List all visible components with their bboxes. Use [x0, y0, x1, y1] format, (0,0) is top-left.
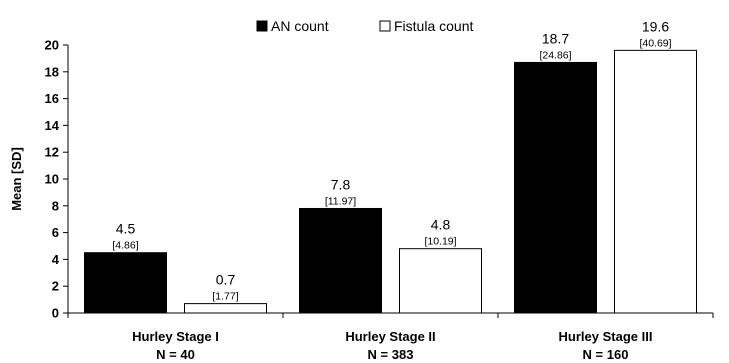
y-tick-label: 4 — [52, 252, 60, 267]
category-n-label: N = 40 — [156, 347, 195, 362]
bar — [399, 248, 482, 314]
bar — [299, 207, 382, 314]
sd-label: [40.69] — [639, 37, 671, 49]
value-label: 7.8 — [331, 176, 351, 192]
category-label: Hurley Stage III — [559, 329, 653, 344]
bars — [84, 49, 697, 314]
legend-swatch — [256, 20, 268, 32]
y-tick-label: 18 — [45, 64, 59, 79]
sd-label: [10.19] — [424, 236, 456, 248]
y-tick-label: 10 — [45, 172, 59, 187]
x-axis: Hurley Stage I N = 40 Hurley Stage II N = 3… — [67, 312, 714, 362]
bar — [184, 303, 267, 314]
sd-label: [11.97] — [325, 195, 356, 207]
legend-label: AN count — [271, 18, 329, 34]
sd-label: [4.86] — [112, 240, 138, 252]
value-label: 4.8 — [431, 217, 451, 233]
bar — [514, 61, 597, 314]
value-labels: 4.5 [4.86] 0.7 [1.77] 7.8 [11.97] 4.8 [10.19] 18… — [112, 18, 671, 302]
value-label: 0.7 — [216, 272, 236, 288]
y-tick-label: 16 — [45, 91, 59, 106]
legend-swatch — [379, 20, 391, 32]
y-tick-label: 14 — [45, 118, 60, 133]
y-tick-label: 12 — [45, 145, 59, 160]
category-label: Hurley Stage I — [132, 329, 219, 344]
category-n-label: N = 383 — [368, 347, 414, 362]
category-label: Hurley Stage II — [345, 329, 435, 344]
y-tick-label: 0 — [52, 306, 59, 321]
y-tick-label: 6 — [52, 225, 59, 240]
y-axis: 0 2 4 6 8 10 12 14 16 18 20 Mean [SD] — [9, 38, 69, 321]
bar — [84, 252, 167, 314]
category-n-label: N = 160 — [583, 347, 629, 362]
y-axis-title: Mean [SD] — [9, 147, 24, 211]
y-tick-label: 8 — [52, 198, 59, 213]
legend-label: Fistula count — [394, 18, 473, 34]
value-label: 18.7 — [542, 30, 569, 46]
value-label: 4.5 — [116, 221, 136, 237]
y-tick-label: 2 — [52, 279, 59, 294]
bar — [614, 49, 697, 314]
legend: AN count Fistula count — [256, 18, 473, 34]
value-label: 19.6 — [642, 18, 669, 34]
sd-label: [1.77] — [212, 291, 238, 303]
y-tick-label: 20 — [45, 38, 59, 53]
sd-label: [24.86] — [539, 49, 571, 61]
